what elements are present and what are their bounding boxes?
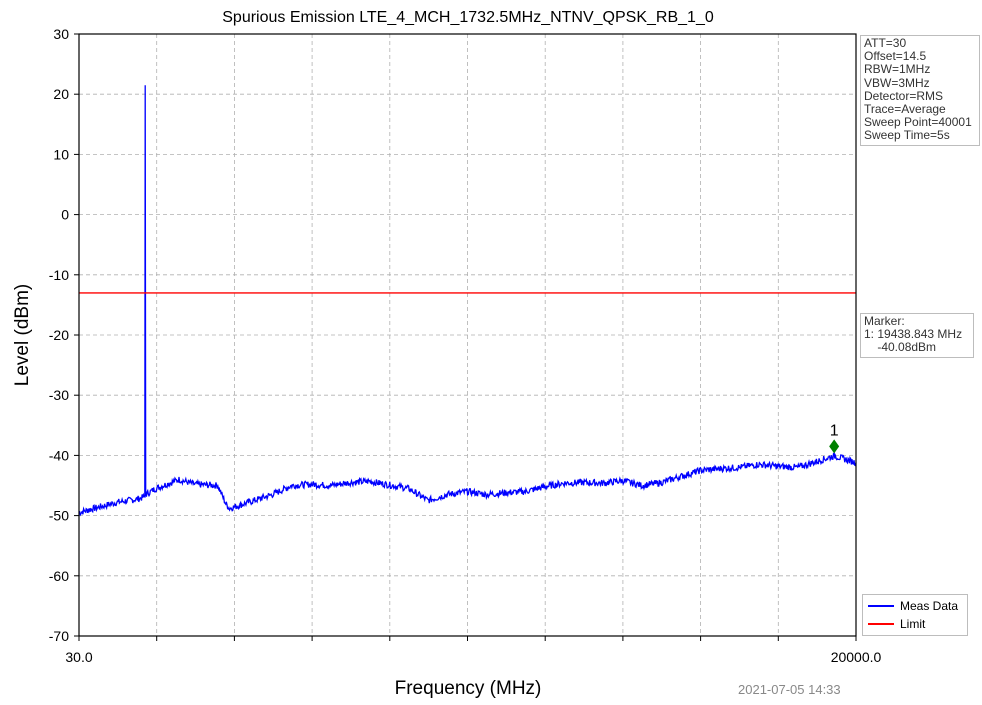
timestamp: 2021-07-05 14:33 xyxy=(738,682,841,697)
y-tick-label: 10 xyxy=(53,146,69,162)
grid xyxy=(78,33,857,637)
legend-label-limit: Limit xyxy=(900,617,926,631)
y-tick-label: 30 xyxy=(53,26,69,42)
x-tick-label-start: 30.0 xyxy=(65,649,92,665)
y-tick-label: -20 xyxy=(49,327,69,343)
series-layer xyxy=(78,85,857,517)
x-axis xyxy=(78,636,857,641)
legend-swatch-limit xyxy=(868,623,894,625)
settings-box: ATT=30 Offset=14.5 RBW=1MHz VBW=3MHz Det… xyxy=(860,35,980,146)
y-tick-label: -10 xyxy=(49,267,69,283)
y-tick-label: -60 xyxy=(49,568,69,584)
y-tick-label: -70 xyxy=(49,628,69,644)
y-axis: 30 20 10 0 -10 -20 -30 -40 -50 -60 -70 xyxy=(49,26,79,644)
y-tick-label: 20 xyxy=(53,86,69,102)
y-tick-label: 0 xyxy=(61,207,69,223)
x-tick-label-end: 20000.0 xyxy=(831,649,882,665)
legend: Meas Data Limit xyxy=(862,594,968,636)
legend-swatch-meas-data xyxy=(868,605,894,607)
y-axis-label: Level (dBm) xyxy=(12,284,33,386)
marker-diamond xyxy=(829,439,840,454)
y-tick-label: -40 xyxy=(49,447,69,463)
marker-1: 1 xyxy=(829,422,840,454)
legend-label-meas-data: Meas Data xyxy=(900,599,959,613)
series-line-meas-data xyxy=(78,85,857,517)
marker-label: 1 xyxy=(830,422,839,439)
x-axis-label: Frequency (MHz) xyxy=(395,678,542,699)
legend-item-limit: Limit xyxy=(863,616,925,632)
legend-item-meas-data: Meas Data xyxy=(863,598,958,614)
marker-readout-box: Marker: 1: 19438.843 MHz -40.08dBm xyxy=(860,313,974,358)
y-tick-label: -30 xyxy=(49,387,69,403)
chart-title: Spurious Emission LTE_4_MCH_1732.5MHz_NT… xyxy=(222,9,714,26)
y-tick-label: -50 xyxy=(49,508,69,524)
